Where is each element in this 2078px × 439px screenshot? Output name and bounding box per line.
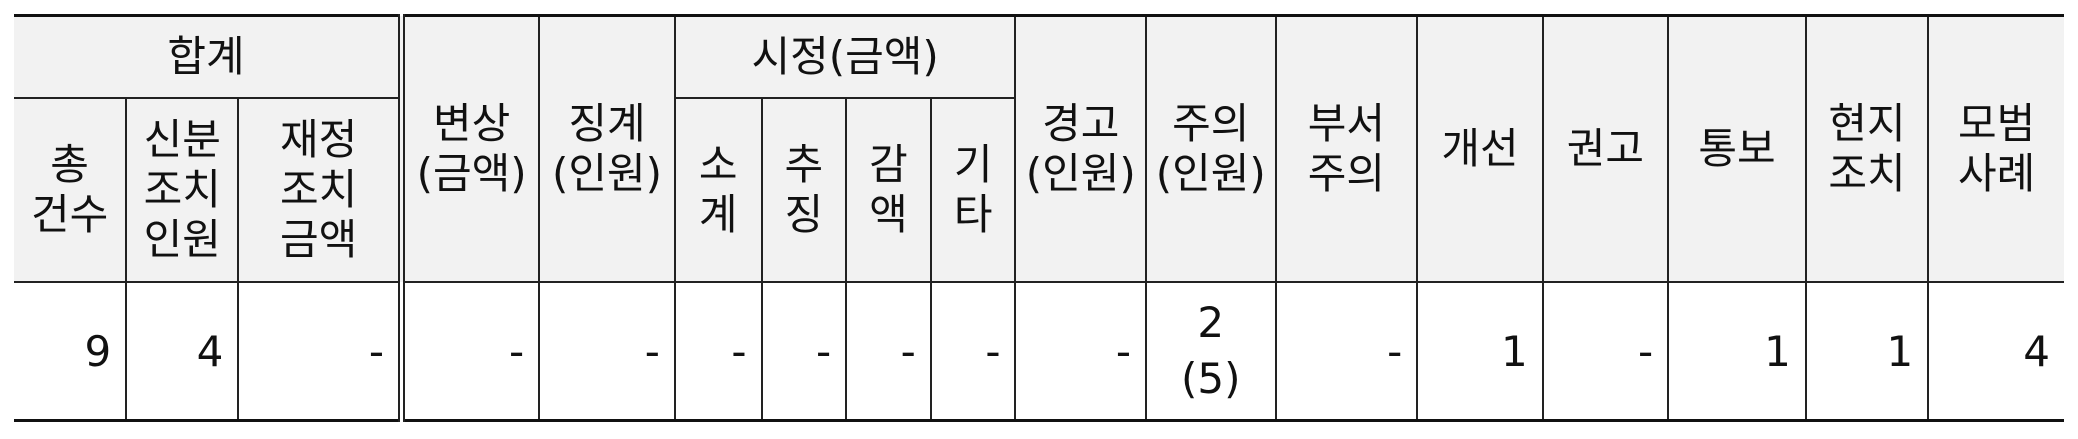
cell-financial-action: -: [237, 281, 406, 422]
header-correction-collect-label: 추 징: [784, 140, 824, 239]
cell-compensation: -: [400, 281, 541, 422]
cell-correction-reduce: -: [845, 281, 932, 422]
header-correction-recover: 소 계: [673, 97, 763, 283]
header-dept-caution-label: 부서 주의: [1307, 99, 1386, 198]
cell-warning: -: [1014, 281, 1148, 422]
header-dept-caution: 부서 주의: [1274, 14, 1419, 283]
cell-dept-caution: -: [1274, 281, 1419, 422]
cell-onsite-action: 1: [1804, 281, 1930, 422]
header-correction-reduce: 감 액: [845, 97, 932, 283]
header-compensation: 변상 (금액): [400, 14, 541, 283]
cell-correction-recover: -: [673, 281, 763, 422]
header-onsite-action-label: 현지 조치: [1828, 99, 1906, 198]
header-correction-group: 시정(금액): [673, 14, 1017, 99]
header-caution: 주의 (인원): [1145, 14, 1277, 283]
cell-recommendation: -: [1541, 281, 1670, 422]
header-correction-collect: 추 징: [760, 97, 848, 283]
cell-caution: 2 (5): [1145, 281, 1277, 422]
header-financial-action-label: 재정 조치 금액: [280, 115, 358, 264]
cell-correction-other: -: [929, 281, 1017, 422]
header-compensation-label: 변상 (금액): [416, 99, 527, 198]
header-notice: 통보: [1667, 14, 1807, 283]
header-discipline: 징계 (인원): [538, 14, 676, 283]
cell-total-count: 9: [14, 281, 128, 422]
header-correction-recover-label: 소 계: [698, 140, 738, 239]
header-best-practice-label: 모범 사례: [1957, 99, 2036, 198]
header-correction-reduce-label: 감 액: [869, 140, 908, 239]
cell-caution-people: (5): [1181, 354, 1241, 403]
audit-result-table: 합계 변상 (금액) 징계 (인원) 시정(금액) 경고 (인원) 주의 (인원…: [14, 14, 2064, 422]
header-caution-label: 주의 (인원): [1155, 99, 1266, 198]
header-personal-action: 신분 조치 인원: [125, 97, 240, 283]
header-onsite-action: 현지 조치: [1804, 14, 1930, 283]
cell-improvement: 1: [1416, 281, 1544, 422]
header-improvement: 개선: [1416, 14, 1544, 283]
header-warning-label: 경고 (인원): [1025, 99, 1136, 198]
header-personal-action-label: 신분 조치 인원: [143, 115, 221, 264]
cell-personal-action: 4: [125, 281, 240, 422]
header-total-count-label: 총 건수: [30, 140, 109, 239]
header-recommendation: 권고: [1541, 14, 1670, 283]
cell-discipline: -: [538, 281, 676, 422]
audit-result-table-wrapper: 합계 변상 (금액) 징계 (인원) 시정(금액) 경고 (인원) 주의 (인원…: [14, 14, 2064, 422]
cell-notice: 1: [1667, 281, 1807, 422]
cell-correction-collect: -: [760, 281, 848, 422]
header-discipline-label: 징계 (인원): [551, 99, 663, 198]
header-best-practice: 모범 사례: [1927, 14, 2064, 283]
cell-best-practice: 4: [1927, 281, 2064, 422]
header-total-count: 총 건수: [14, 97, 128, 283]
header-correction-other-label: 기 타: [953, 140, 993, 239]
header-warning: 경고 (인원): [1014, 14, 1148, 283]
header-financial-action: 재정 조치 금액: [237, 97, 406, 283]
header-total-group: 합계: [14, 14, 406, 99]
header-correction-other: 기 타: [929, 97, 1017, 283]
cell-caution-count: 2: [1197, 298, 1225, 347]
